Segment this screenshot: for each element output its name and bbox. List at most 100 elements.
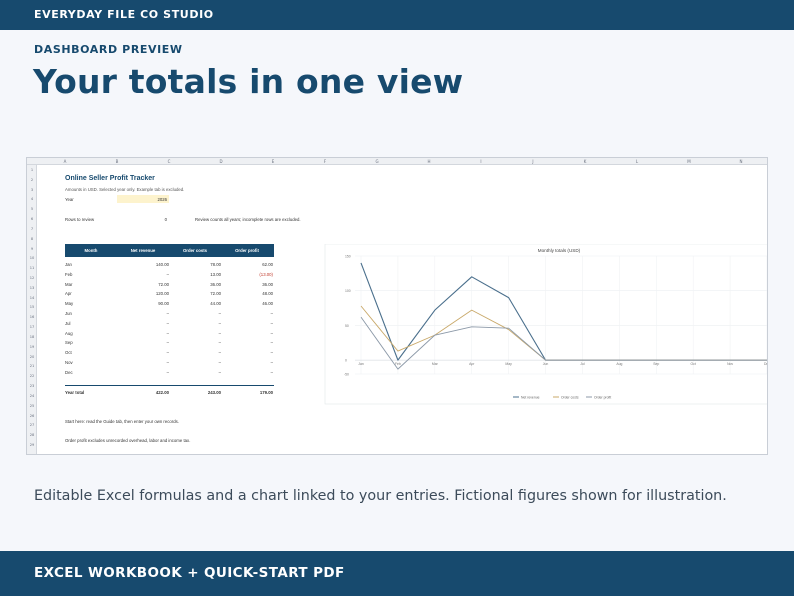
- x-tick-label: Jul: [580, 362, 585, 366]
- chart-title: Monthly totals (USD): [538, 248, 581, 253]
- row-header-28[interactable]: 28: [29, 433, 35, 438]
- row-header-8[interactable]: 8: [30, 236, 34, 241]
- table-value-cell[interactable]: –: [270, 369, 273, 375]
- table-value-cell[interactable]: –: [218, 340, 221, 346]
- table-value-cell[interactable]: 44.00: [210, 301, 221, 307]
- table-value-cell[interactable]: –: [166, 350, 169, 356]
- row-header-1[interactable]: 1: [30, 168, 34, 172]
- y-tick-label: -50: [344, 373, 349, 377]
- table-value-cell[interactable]: –: [166, 369, 169, 375]
- row-header-6[interactable]: 6: [30, 217, 34, 222]
- table-value-cell[interactable]: –: [166, 340, 169, 346]
- table-value-cell[interactable]: –: [218, 350, 221, 356]
- row-header-17[interactable]: 17: [29, 325, 35, 330]
- row-header-21[interactable]: 21: [29, 364, 35, 369]
- table-month-cell: Jun: [65, 311, 72, 316]
- row-header-5[interactable]: 5: [30, 207, 34, 212]
- table-value-cell[interactable]: 62.00: [262, 262, 273, 267]
- table-value-cell[interactable]: –: [270, 340, 273, 346]
- table-value-cell[interactable]: 140.00: [155, 262, 169, 267]
- table-value-cell[interactable]: 48.00: [262, 291, 273, 297]
- row-header-2[interactable]: 2: [30, 177, 34, 182]
- column-header-c[interactable]: C: [167, 159, 171, 164]
- column-header-d[interactable]: D: [219, 159, 223, 164]
- table-value-cell[interactable]: –: [166, 360, 169, 365]
- table-value-cell[interactable]: –: [166, 271, 169, 277]
- row-header-15[interactable]: 15: [29, 305, 35, 310]
- column-header-b[interactable]: B: [115, 159, 119, 164]
- row-header-22[interactable]: 22: [29, 374, 35, 379]
- table-month-cell: Jan: [65, 262, 72, 267]
- table-value-cell[interactable]: 90.00: [158, 301, 169, 307]
- row-header-9[interactable]: 9: [30, 246, 34, 251]
- table-value-cell[interactable]: 36.00: [262, 281, 273, 287]
- table-month-cell: Oct: [65, 350, 72, 356]
- table-month-cell: Mar: [65, 281, 73, 287]
- table-value-cell[interactable]: –: [218, 330, 221, 336]
- x-tick-label: Aug: [616, 362, 622, 366]
- table-value-cell[interactable]: –: [270, 330, 273, 336]
- table-value-cell[interactable]: –: [270, 311, 273, 316]
- row-header-18[interactable]: 18: [29, 334, 35, 339]
- table-value-cell[interactable]: 72.00: [158, 281, 169, 287]
- table-value-cell[interactable]: 36.00: [210, 281, 221, 287]
- table-month-cell: Feb: [65, 271, 73, 277]
- table-value-cell[interactable]: –: [218, 320, 221, 326]
- row-header-14[interactable]: 14: [29, 295, 35, 300]
- table-month-cell: May: [65, 301, 74, 307]
- column-header-l[interactable]: L: [635, 159, 639, 164]
- table-value-cell[interactable]: –: [270, 320, 273, 326]
- table-value-cell[interactable]: –: [218, 311, 221, 316]
- table-value-cell[interactable]: –: [218, 369, 221, 375]
- column-header-a[interactable]: A: [63, 159, 67, 164]
- table-value-cell[interactable]: 13.00: [210, 271, 221, 277]
- row-header-29[interactable]: 29: [29, 442, 35, 447]
- column-header-h[interactable]: H: [427, 159, 431, 164]
- column-header-i[interactable]: I: [480, 159, 482, 164]
- sheet-title: Online Seller Profit Tracker: [65, 175, 155, 182]
- x-tick-label: Jun: [543, 362, 549, 366]
- row-header-19[interactable]: 19: [29, 344, 35, 349]
- column-header-e[interactable]: E: [271, 159, 275, 164]
- year-input-cell[interactable]: [117, 195, 169, 203]
- table-value-cell[interactable]: 120.00: [155, 291, 169, 297]
- row-header-11[interactable]: 11: [29, 266, 35, 271]
- column-header-n[interactable]: N: [739, 159, 743, 164]
- x-tick-label: Sep: [653, 362, 659, 366]
- row-header-16[interactable]: 16: [29, 315, 35, 320]
- table-value-cell[interactable]: –: [270, 350, 273, 356]
- row-header-3[interactable]: 3: [30, 187, 34, 192]
- row-header-7[interactable]: 7: [30, 226, 34, 231]
- row-header-24[interactable]: 24: [29, 393, 35, 398]
- row-header-13[interactable]: 13: [29, 285, 35, 290]
- row-header-20[interactable]: 20: [29, 354, 35, 359]
- column-header-k[interactable]: K: [583, 159, 587, 164]
- table-value-cell[interactable]: –: [166, 330, 169, 336]
- table-value-cell[interactable]: –: [218, 360, 221, 365]
- x-tick-label: Oct: [691, 362, 696, 366]
- y-tick-label: 150: [345, 255, 351, 259]
- table-value-cell[interactable]: 78.00: [210, 262, 221, 267]
- rows-to-review-value: 0: [164, 217, 167, 222]
- table-value-cell[interactable]: (13.00): [259, 271, 273, 277]
- column-header-g[interactable]: G: [375, 159, 379, 164]
- table-value-cell[interactable]: 46.00: [262, 301, 273, 307]
- row-header-12[interactable]: 12: [29, 276, 35, 281]
- row-header-26[interactable]: 26: [29, 413, 35, 418]
- x-tick-label: Mar: [432, 362, 439, 366]
- row-header-4[interactable]: 4: [30, 197, 34, 202]
- table-month-cell: Apr: [65, 291, 72, 297]
- row-header-25[interactable]: 25: [29, 403, 35, 408]
- section-eyebrow: DASHBOARD PREVIEW: [34, 43, 183, 56]
- table-value-cell[interactable]: 72.00: [210, 291, 221, 297]
- row-header-27[interactable]: 27: [29, 423, 35, 428]
- table-value-cell[interactable]: –: [166, 320, 169, 326]
- legend-label: Order profit: [594, 395, 611, 399]
- column-header-m[interactable]: M: [687, 159, 691, 164]
- row-header-23[interactable]: 23: [29, 384, 35, 389]
- table-value-cell[interactable]: –: [270, 360, 273, 365]
- table-value-cell[interactable]: –: [166, 311, 169, 316]
- column-header-f[interactable]: F: [323, 159, 327, 164]
- column-header-j[interactable]: J: [532, 159, 534, 164]
- row-header-10[interactable]: 10: [29, 256, 35, 261]
